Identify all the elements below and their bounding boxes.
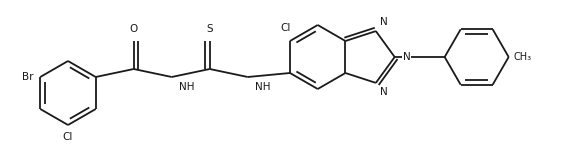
Text: S: S: [206, 24, 213, 34]
Text: CH₃: CH₃: [514, 52, 532, 62]
Text: N: N: [380, 17, 387, 27]
Text: N: N: [380, 87, 387, 97]
Text: NH: NH: [255, 82, 270, 92]
Text: O: O: [130, 24, 138, 34]
Text: NH: NH: [179, 82, 194, 92]
Text: N: N: [403, 52, 410, 62]
Text: Cl: Cl: [63, 132, 73, 142]
Text: Br: Br: [22, 72, 33, 82]
Text: Cl: Cl: [281, 23, 291, 33]
